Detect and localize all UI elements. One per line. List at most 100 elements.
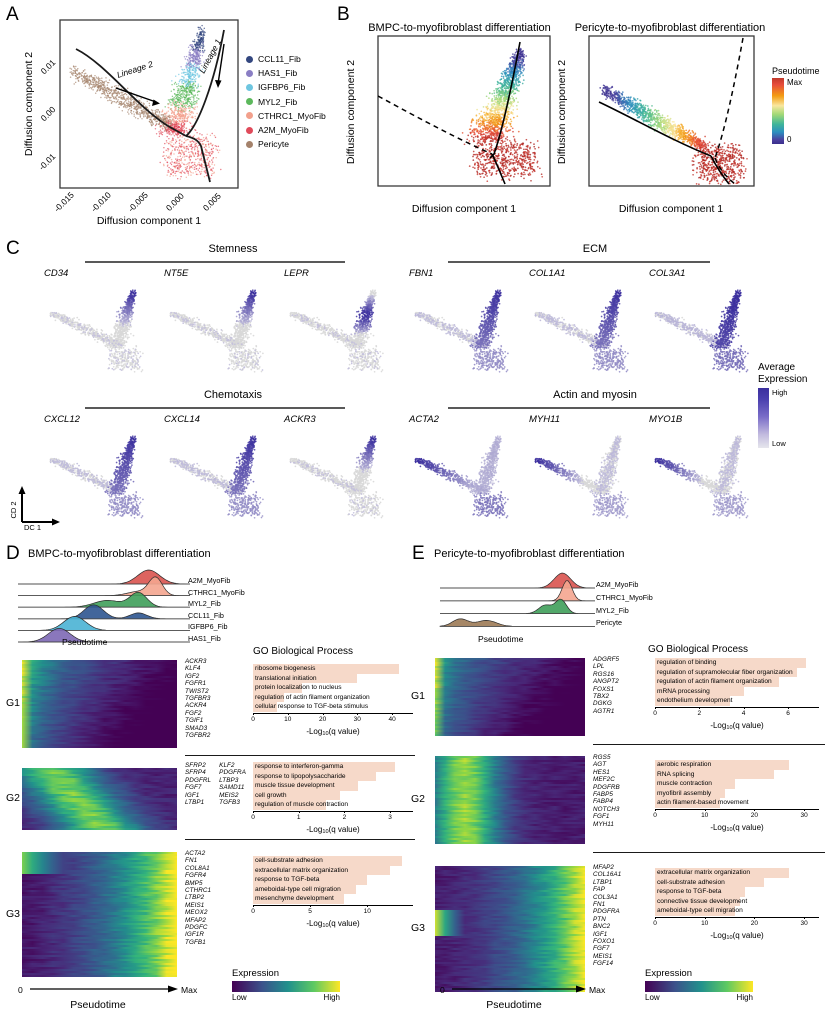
heatmap-row [435,758,585,761]
gene-name: LTBP2 [185,894,211,901]
go-term-bar [253,884,356,894]
heatmap-row [435,726,585,729]
group-label-g3: G3 [411,922,425,934]
heatmap-row [22,720,177,723]
group-separator [593,744,825,746]
heatmap-row [435,980,585,983]
go-term-bar [655,788,725,798]
go-term-row[interactable]: actin filament-based movement [655,798,819,808]
go-term-row[interactable]: RNA splicing [655,769,819,779]
heatmap-row [435,672,585,675]
go-term-row[interactable]: response to lipopolysaccharide [253,771,413,781]
go-term-row[interactable]: aerobic respiration [655,760,819,770]
go-term-label: muscle tissue development [253,782,335,789]
heatmap-row [22,690,177,693]
go-axis-tick: 20 [751,920,758,927]
heatmap-row [435,888,585,891]
go-term-row[interactable]: translational initiation [253,673,413,683]
heatmap-row [435,798,585,801]
go-term-row[interactable]: cell-substrate adhesion [655,877,819,887]
panel-b-plot1-title: BMPC-to-myofibroblast differentiation [362,22,557,34]
panel-b-plot2-xlabel: Diffusion component 1 [619,203,723,215]
heatmap-row [435,926,585,929]
heatmap-row [435,922,585,925]
gene-list-g1: ACKR3 KLF4 IGF2 FGFR1 TWIST2 TGFBR3 ACKR4 FGF2 T… [185,658,210,739]
go-term-row[interactable]: extracellular matrix organization [253,865,413,875]
go-term-row[interactable]: cellular response to TGF-beta stimulus [253,702,413,712]
go-axis-tick: 10 [364,908,371,915]
ridge-label-a2m_myofib: A2M_MyoFib [596,580,638,589]
go-term-row[interactable]: response to interferon-gamma [253,762,413,772]
go-term-row[interactable]: regulation of supramolecular fiber organ… [655,667,819,677]
gene-name: MEIS2 [219,792,246,799]
heatmap-row [22,826,177,829]
go-term-row[interactable]: response to TGF-beta [655,887,819,897]
heatmap-row [22,804,177,807]
go-axis-tick: 20 [319,716,326,723]
legend-item-igfbp6_fib[interactable]: IGFBP6_Fib [246,80,326,94]
heatmap-row [22,852,177,855]
go-term-row[interactable]: muscle tissue development [253,781,413,791]
go-term-row[interactable]: cell growth [253,790,413,800]
panel-d-letter: D [6,543,20,565]
go-term-row[interactable]: regulation of muscle contraction [253,800,413,810]
gene-label: CXCL14 [164,414,200,425]
go-term-row[interactable]: protein localization to nucleus [253,683,413,693]
go-block: cell-substrate adhesion extracellular mat… [251,856,413,929]
heatmap-row [435,718,585,721]
pt-label-e: Pseudotime [486,999,542,1011]
go-term-row[interactable]: mesenchyme development [253,894,413,904]
legend-item-cthrc1_myofib[interactable]: CTHRC1_MyoFib [246,109,326,123]
legend-item-ccl11_fib[interactable]: CCL11_Fib [246,52,326,66]
go-term-row[interactable]: cell-substrate adhesion [253,856,413,866]
heatmap-row [435,688,585,691]
legend-item-myl2_fib[interactable]: MYL2_Fib [246,95,326,109]
go-term-row[interactable]: regulation of binding [655,658,819,668]
legend-item-has1_fib[interactable]: HAS1_Fib [246,66,326,80]
heatmap-row [435,928,585,931]
heatmap-row [22,962,177,966]
gene-name: LTBP1 [593,879,621,886]
go-term-row[interactable]: endothelium development [655,696,819,706]
go-term-label: cellular response to TGF-beta stimulus [253,703,368,710]
go-term-row[interactable]: extracellular matrix organization [655,868,819,878]
go-term-row[interactable]: mRNA processing [655,686,819,696]
heatmap-row [22,926,177,930]
go-block: ribosome biogenesis translational initiat… [251,664,413,737]
gene-name: PDGFRA [219,769,246,776]
heatmap-row [435,778,585,781]
ridge-label-pericyte: Pericyte [596,618,622,627]
go-axis-tick: 0 [251,716,255,723]
go-term-row[interactable]: muscle contraction [655,779,819,789]
heatmap-row [22,676,177,679]
legend-item-a2m_myofib[interactable]: A2M_MyoFib [246,123,326,137]
heatmap-row [22,812,177,815]
go-term-row[interactable]: myofibril assembly [655,788,819,798]
heatmap-row [22,778,177,781]
heatmap-row [22,688,177,691]
go-axis-tick: 20 [751,812,758,819]
go-term-row[interactable]: connective tissue development [655,896,819,906]
feature-plot-cxcl12: CXCL12 [40,414,160,529]
go-terms-g2: aerobic respiration RNA splicing muscle co… [653,760,819,833]
go-term-row[interactable]: ameboidal-type cell migration [655,906,819,916]
go-term-row[interactable]: ribosome biogenesis [253,664,413,674]
legend-item-pericyte[interactable]: Pericyte [246,137,326,151]
qvalue-axis-label: -Log10(q value) [253,727,413,737]
pseudotime-heatmap [435,866,585,992]
legend-label: HAS1_Fib [258,68,297,78]
gene-name: COL3A1 [593,894,621,901]
heatmap-row [22,860,177,863]
go-term-row[interactable]: regulation of actin filament organizatio… [655,677,819,687]
heatmap-row [22,674,177,677]
heatmap-row [22,924,177,928]
go-term-row[interactable]: ameboidal-type cell migration [253,884,413,894]
go-axis: 0 10 20 30 [653,808,819,823]
heatmap-row [22,896,177,899]
heatmap-row [22,692,177,695]
go-term-bar [253,865,391,875]
go-term-row[interactable]: response to TGF-beta [253,875,413,885]
go-term-row[interactable]: regulation of actin filament organizatio… [253,692,413,702]
heatmap-row [22,864,177,867]
gene-label: MYH11 [529,414,560,425]
